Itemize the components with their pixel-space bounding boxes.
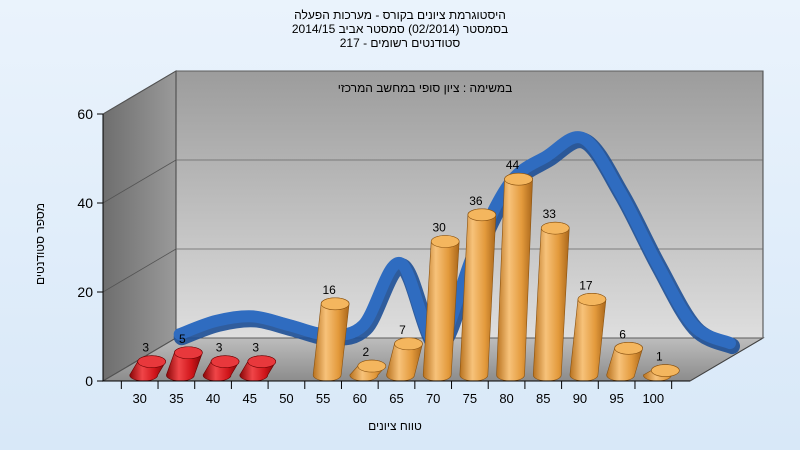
- bar-value-label: 5: [179, 332, 186, 346]
- y-tick-label: 60: [77, 106, 93, 122]
- histogram-bar: [606, 341, 643, 382]
- title-line-1: היסטוגרמת ציונים בקורס - מערכות הפעלה: [294, 8, 506, 22]
- x-tick-label: 85: [536, 391, 550, 406]
- bar-value-label: 33: [543, 207, 557, 221]
- bar-top: [430, 235, 460, 248]
- bar-top: [394, 337, 423, 351]
- x-tick-label: 100: [642, 391, 664, 406]
- x-tick-label: 65: [389, 391, 403, 406]
- histogram-bar: [496, 172, 533, 382]
- x-tick-label: 90: [573, 391, 587, 406]
- bar-value-label: 2: [362, 345, 369, 359]
- x-tick-label: 35: [169, 391, 183, 406]
- bar-top: [137, 355, 166, 368]
- bar-top: [467, 208, 497, 222]
- x-tick-label: 95: [609, 391, 623, 406]
- y-axis-label: מספר סטודנטים: [33, 203, 47, 285]
- bar-top: [614, 341, 643, 355]
- bar-top: [320, 297, 350, 311]
- bar-value-label: 3: [252, 341, 259, 355]
- bar-top: [540, 221, 570, 235]
- histogram-bar: [349, 359, 387, 382]
- bar-value-label: 1: [656, 350, 663, 364]
- x-tick-label: 70: [426, 391, 440, 406]
- x-tick-label: 80: [499, 391, 513, 406]
- floor-edge: [689, 337, 764, 382]
- histogram-bar: [643, 364, 680, 382]
- gridline-side: [102, 70, 177, 115]
- histogram-bar: [166, 346, 203, 382]
- histogram-bar: [569, 293, 607, 382]
- histogram-bar: [422, 235, 460, 382]
- histogram-bar: [312, 297, 350, 382]
- bar-top: [504, 172, 533, 186]
- y-tick-label: 20: [77, 284, 93, 300]
- bar-top: [577, 293, 607, 306]
- y-tick-label: 40: [77, 195, 93, 211]
- bar-value-label: 6: [619, 327, 626, 341]
- histogram-bar: [532, 221, 570, 382]
- gridline-side: [102, 248, 177, 293]
- histogram-bar: [202, 355, 240, 382]
- y-tick-label: 0: [85, 373, 93, 389]
- bar-top: [247, 355, 277, 368]
- bar-value-label: 30: [433, 221, 447, 235]
- x-tick-label: 30: [132, 391, 146, 406]
- histogram-bar: [386, 337, 423, 382]
- x-tick-label: 55: [316, 391, 330, 406]
- bar-value-label: 44: [506, 158, 520, 172]
- bar-top: [174, 346, 203, 360]
- x-tick-label: 50: [279, 391, 293, 406]
- bar-value-label: 3: [142, 341, 149, 355]
- x-axis-label: טווח ציונים: [368, 419, 422, 433]
- x-tick-label: 60: [353, 391, 367, 406]
- title-line-3: 217 - סטודנטים רשומים: [339, 36, 461, 50]
- histogram-bar: [129, 355, 166, 382]
- bar-value-label: 7: [399, 323, 406, 337]
- bar-value-label: 36: [469, 194, 483, 208]
- chart-title: היסטוגרמת ציונים בקורס - מערכות הפעלה בס…: [200, 8, 600, 50]
- histogram-bar: [459, 208, 497, 382]
- x-tick-label: 75: [463, 391, 477, 406]
- bar-value-label: 16: [322, 283, 336, 297]
- chart-subtitle: במשימה : ציון סופי במחשב המרכזי: [338, 81, 513, 95]
- bar-top: [651, 364, 680, 377]
- bar-value-label: 3: [216, 341, 223, 355]
- x-tick-label: 45: [243, 391, 257, 406]
- histogram-bar: [239, 355, 277, 382]
- gridline-side: [102, 159, 177, 204]
- title-line-2: בסמסטר (02/2014) סמסטר אביב 2014/15: [291, 22, 509, 36]
- side-wall: [102, 70, 177, 382]
- bar-top: [210, 355, 240, 368]
- x-tick-label: 40: [206, 391, 220, 406]
- bar-top: [357, 359, 387, 373]
- bar-value-label: 17: [579, 278, 593, 292]
